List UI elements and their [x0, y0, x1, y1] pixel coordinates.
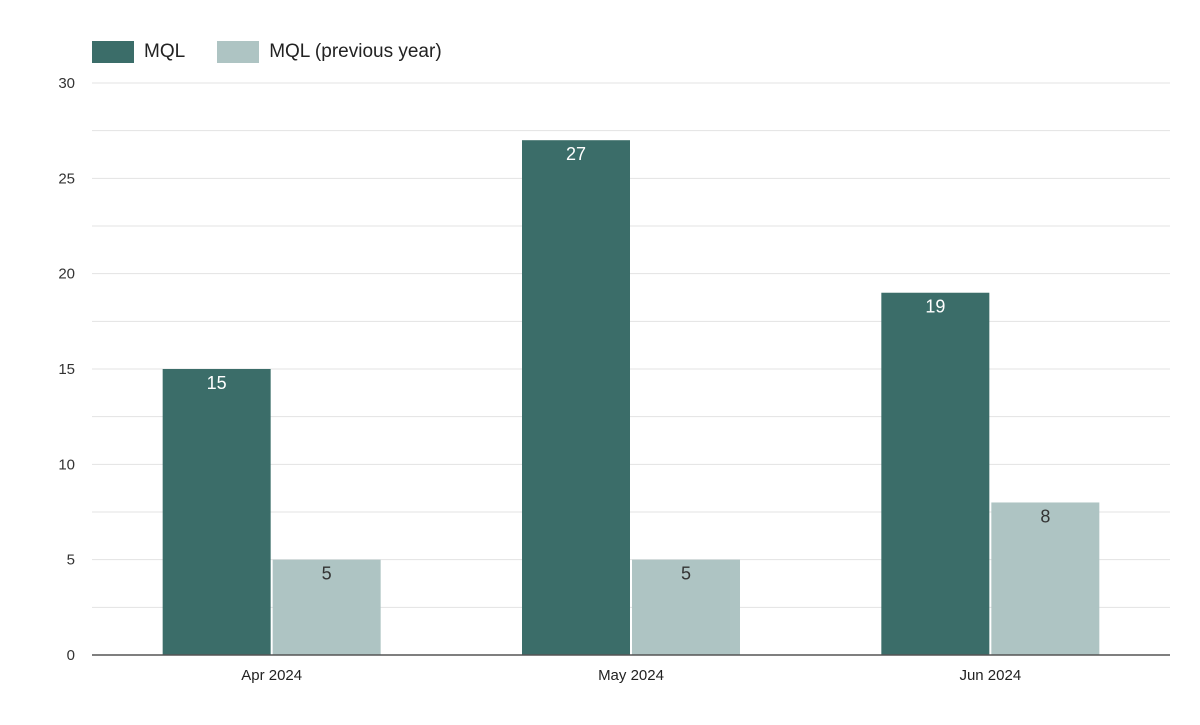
y-tick-label: 20: [58, 266, 75, 283]
data-label: 27: [566, 144, 586, 164]
x-tick-label: May 2024: [598, 667, 664, 684]
data-label: 5: [322, 564, 332, 584]
data-label: 15: [207, 373, 227, 393]
y-tick-label: 5: [67, 552, 75, 569]
bar-mql: [881, 292, 990, 655]
x-tick-label: Jun 2024: [959, 667, 1021, 684]
legend-swatch-mql: [92, 41, 134, 63]
y-tick-label: 0: [67, 647, 75, 664]
y-tick-label: 10: [58, 456, 75, 473]
legend-label-mql: MQL: [144, 41, 186, 62]
data-label: 5: [681, 564, 691, 584]
legend-item-mql: MQL: [92, 41, 185, 63]
legend-label-mql-previous-year: MQL (previous year): [269, 41, 442, 62]
legend-swatch-mql-previous-year: [217, 41, 260, 63]
bar-mql-previous-year: [632, 559, 740, 655]
y-tick-label: 30: [58, 75, 75, 92]
bar-mql: [522, 140, 630, 655]
bar-mql-previous-year: [991, 502, 1100, 655]
legend-item-mql-previous-year: MQL (previous year): [217, 41, 442, 63]
y-tick-label: 25: [58, 170, 75, 187]
y-tick-label: 15: [58, 361, 75, 378]
bar-mql-previous-year: [272, 559, 381, 655]
data-label: 19: [925, 297, 945, 317]
data-label: 8: [1040, 506, 1050, 526]
legend: MQL MQL (previous year): [92, 41, 442, 63]
bar-mql: [162, 369, 271, 655]
x-tick-label: Apr 2024: [241, 667, 302, 684]
